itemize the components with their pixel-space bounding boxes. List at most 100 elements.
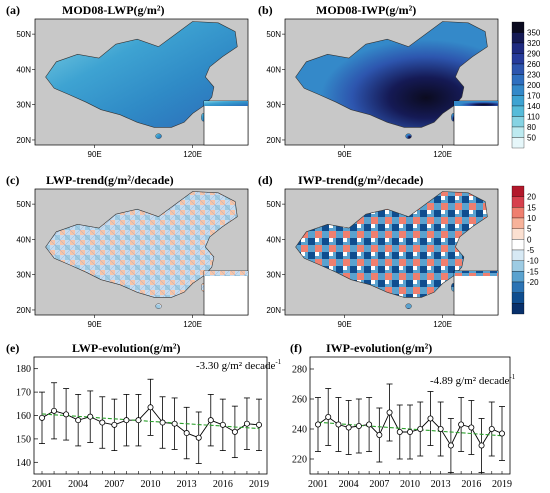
south-china-sea-inset [453, 270, 499, 316]
colorbar-label: 200 [527, 81, 541, 90]
colorbar-label: -15 [527, 267, 539, 276]
lwp-evolution-chart: 140 150 160 170 180 2001 2004 2007 2010 2013 2016 2… [16, 356, 269, 490]
x-tick-label: 2019 [492, 479, 512, 490]
data-point [427, 415, 434, 422]
lat-tick-label: 20N [16, 306, 31, 315]
china-region [45, 21, 238, 128]
data-point [63, 411, 70, 418]
x-tick-label: 2010 [400, 479, 420, 490]
data-point [99, 419, 106, 426]
colorbar-label: 10 [527, 214, 536, 223]
colorbar-swatch [511, 116, 525, 128]
inset-land [454, 271, 498, 276]
data-point [111, 421, 118, 428]
colorbar-swatch [511, 95, 525, 107]
y-tick-label: 140 [16, 458, 31, 469]
inset-land [204, 101, 248, 106]
data-point [366, 421, 373, 428]
data-point [488, 425, 495, 432]
data-point [123, 417, 130, 424]
panel-d-label: (d) [258, 173, 273, 187]
panel-f-trend-text: -4.89 g/m² decade-1 [430, 373, 516, 387]
trend-line [317, 421, 503, 437]
data-point [345, 424, 352, 431]
data-point [159, 419, 166, 426]
data-point [468, 424, 475, 431]
y-tick-label: 150 [16, 434, 31, 445]
colorbar-swatch [511, 196, 525, 208]
colorbar-swatch [511, 84, 525, 96]
inset-land [204, 271, 248, 276]
data-point [458, 421, 465, 428]
map-panel-c: 50N 40N 30N 20N 90E 120E [16, 188, 249, 329]
data-point [498, 430, 505, 437]
colorbar-label: 15 [527, 203, 536, 212]
x-tick-label: 2007 [104, 479, 124, 490]
south-china-sea-inset [453, 100, 499, 146]
inset-land [454, 101, 498, 106]
colorbar-swatch [511, 217, 525, 229]
panel-c-title: LWP-trend(g/m²/decade) [46, 173, 174, 187]
colorbar-swatch [511, 303, 525, 315]
data-point [255, 421, 262, 428]
lat-tick-label: 30N [16, 271, 31, 280]
lat-tick-label: 40N [16, 235, 31, 244]
map-panel-a: 50N 40N 30N 20N 90E 120E [16, 18, 249, 159]
lat-tick-label: 30N [266, 101, 281, 110]
data-point [335, 421, 342, 428]
y-tick-label: 260 [292, 395, 307, 406]
data-point [447, 442, 454, 449]
colorbar-label: 260 [527, 60, 541, 69]
data-point [195, 434, 202, 441]
x-tick-label: 2007 [369, 479, 389, 490]
hainan-island [405, 303, 412, 309]
x-tick-label: 2013 [177, 479, 197, 490]
data-point [231, 428, 238, 435]
colorbar-label: -5 [527, 246, 535, 255]
panel-f-title: IWP-evolution(g/m²) [326, 341, 432, 355]
colorbar-swatch [511, 32, 525, 44]
colorbar-swatch [511, 239, 525, 251]
lon-tick-label: 120E [433, 150, 452, 159]
colorbar-label: 290 [527, 50, 541, 59]
hainan-island [405, 133, 412, 139]
lat-tick-label: 30N [16, 101, 31, 110]
china-region [295, 21, 488, 128]
lon-tick-label: 90E [338, 150, 352, 159]
data-point [478, 442, 485, 449]
lon-tick-label: 120E [433, 320, 452, 329]
lat-tick-label: 30N [266, 271, 281, 280]
lon-tick-label: 120E [183, 150, 202, 159]
y-tick-label: 240 [292, 425, 307, 436]
panel-d-title: IWP-trend(g/m²/decade) [298, 173, 423, 187]
y-tick-label: 160 [16, 411, 31, 422]
lat-tick-label: 20N [266, 306, 281, 315]
china-region [295, 191, 488, 298]
colorbar-label: 140 [527, 102, 541, 111]
colorbar-label: 80 [527, 123, 536, 132]
colorbar-label: 230 [527, 71, 541, 80]
data-point [87, 413, 94, 420]
x-tick-label: 2010 [141, 479, 161, 490]
x-tick-label: 2019 [249, 479, 269, 490]
x-tick-label: 2004 [68, 479, 88, 490]
x-tick-label: 2004 [339, 479, 359, 490]
south-china-sea-inset [203, 100, 249, 146]
data-point [355, 422, 362, 429]
colorbar-label: 110 [527, 113, 540, 122]
data-point [75, 417, 82, 424]
lat-tick-label: 40N [266, 235, 281, 244]
panel-a-label: (a) [6, 3, 20, 17]
data-point [39, 414, 46, 421]
data-point [147, 404, 154, 411]
map-panel-d: 50N 40N 30N 20N 90E 120E [266, 188, 499, 329]
panel-c-label: (c) [6, 173, 19, 187]
panel-b-title: MOD08-IWP(g/m²) [316, 3, 416, 17]
panel-e-trend-text: -3.30 g/m² decade-1 [196, 358, 282, 372]
colorbar-label: 50 [527, 134, 536, 143]
china-region [45, 191, 238, 298]
lat-tick-label: 20N [16, 136, 31, 145]
hainan-island [155, 303, 162, 309]
